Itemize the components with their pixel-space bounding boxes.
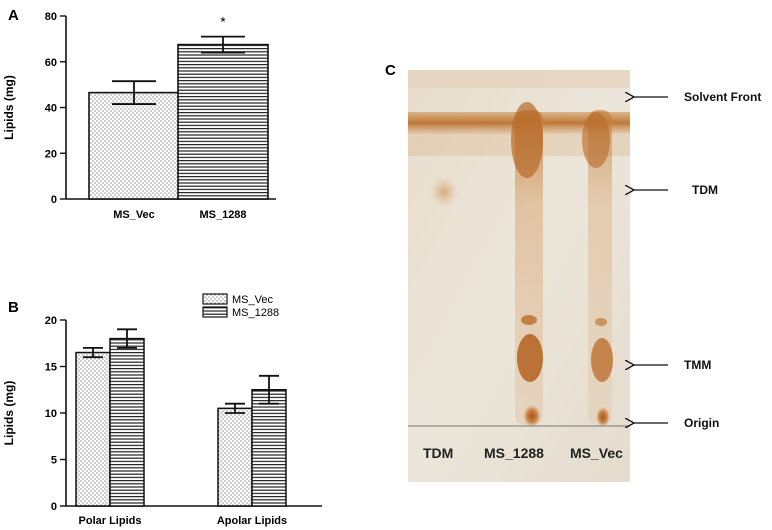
chart-b-category-label: Apolar Lipids — [217, 515, 287, 527]
chart-b-y-axis-label: Lipids (mg) — [2, 381, 16, 446]
chart-a-bar-ms-1288 — [177, 43, 269, 200]
chart-b-bar-ms-vec-0 — [75, 351, 111, 507]
chart-b: 0 5 10 15 20 Lipids (mg) Polar Lipids Apolar Li… — [2, 293, 322, 527]
ms1288-tmm-spot — [517, 334, 543, 382]
chart-b-y-tick-label: 20 — [45, 315, 57, 327]
chart-b-category-label: Polar Lipids — [79, 515, 142, 527]
lane-label-ms1288: MS_1288 — [484, 445, 544, 461]
tdm-standard-spot — [430, 176, 458, 208]
panel-b-label: B — [8, 299, 19, 316]
chart-a-y-tick-label: 80 — [45, 11, 57, 23]
panel-a-label: A — [8, 7, 19, 24]
chart-a-bar-ms-1288-significance: * — [220, 14, 226, 30]
chart-b-y-tick-label: 5 — [51, 455, 57, 467]
chart-a-bar-ms-vec — [88, 91, 180, 200]
msvec-top-spot — [582, 112, 610, 168]
tlc-plate: TDM MS_1288 MS_Vec Solvent Front TDM TMM… — [408, 70, 761, 482]
chart-b-bar-ms-1288-1 — [251, 389, 287, 507]
chart-a-category-label: MS_Vec — [113, 209, 155, 221]
chart-b-y-tick-label: 0 — [51, 501, 57, 513]
chart-b-bar-ms-1288-0 — [109, 337, 145, 507]
chart-a-y-tick-label: 60 — [45, 57, 57, 69]
chart-a-category-label: MS_1288 — [199, 209, 246, 221]
legend-label-ms-vec: MS_Vec — [232, 294, 273, 306]
annotation-origin: Origin — [684, 416, 719, 430]
legend-swatch-ms-1288 — [202, 306, 228, 318]
chart-a-y-tick-label: 0 — [51, 194, 57, 206]
msvec-origin-spot — [596, 407, 610, 427]
chart-a-y-axis-label: Lipids (mg) — [2, 75, 16, 140]
chart-b-bar-ms-vec-1 — [217, 407, 253, 507]
annotation-tmm: TMM — [684, 358, 711, 372]
chart-a-y-tick-label: 20 — [45, 148, 57, 160]
legend-swatch-ms-vec — [202, 293, 228, 305]
lane-label-tdm: TDM — [423, 445, 453, 461]
legend-label-ms-1288: MS_1288 — [232, 307, 279, 319]
chart-b-y-tick-label: 10 — [45, 408, 57, 420]
annotation-tdm: TDM — [692, 183, 718, 197]
msvec-mid-spot — [595, 318, 607, 326]
chart-b-y-tick-label: 15 — [45, 362, 57, 374]
solvent-front-band — [408, 70, 630, 88]
chart-a: 0 20 40 60 80 Lipids (mg) MS_Vec * MS_1288 — [2, 11, 276, 221]
ms1288-origin-spot — [523, 405, 541, 427]
msvec-tmm-spot — [591, 338, 613, 382]
annotation-solvent-front: Solvent Front — [684, 90, 761, 104]
ms1288-top-spot — [511, 102, 543, 178]
chart-a-y-tick-label: 40 — [45, 103, 57, 115]
panel-c-label: C — [385, 62, 396, 79]
lane-label-msvec: MS_Vec — [570, 445, 623, 461]
ms1288-mid-spot — [521, 315, 537, 325]
